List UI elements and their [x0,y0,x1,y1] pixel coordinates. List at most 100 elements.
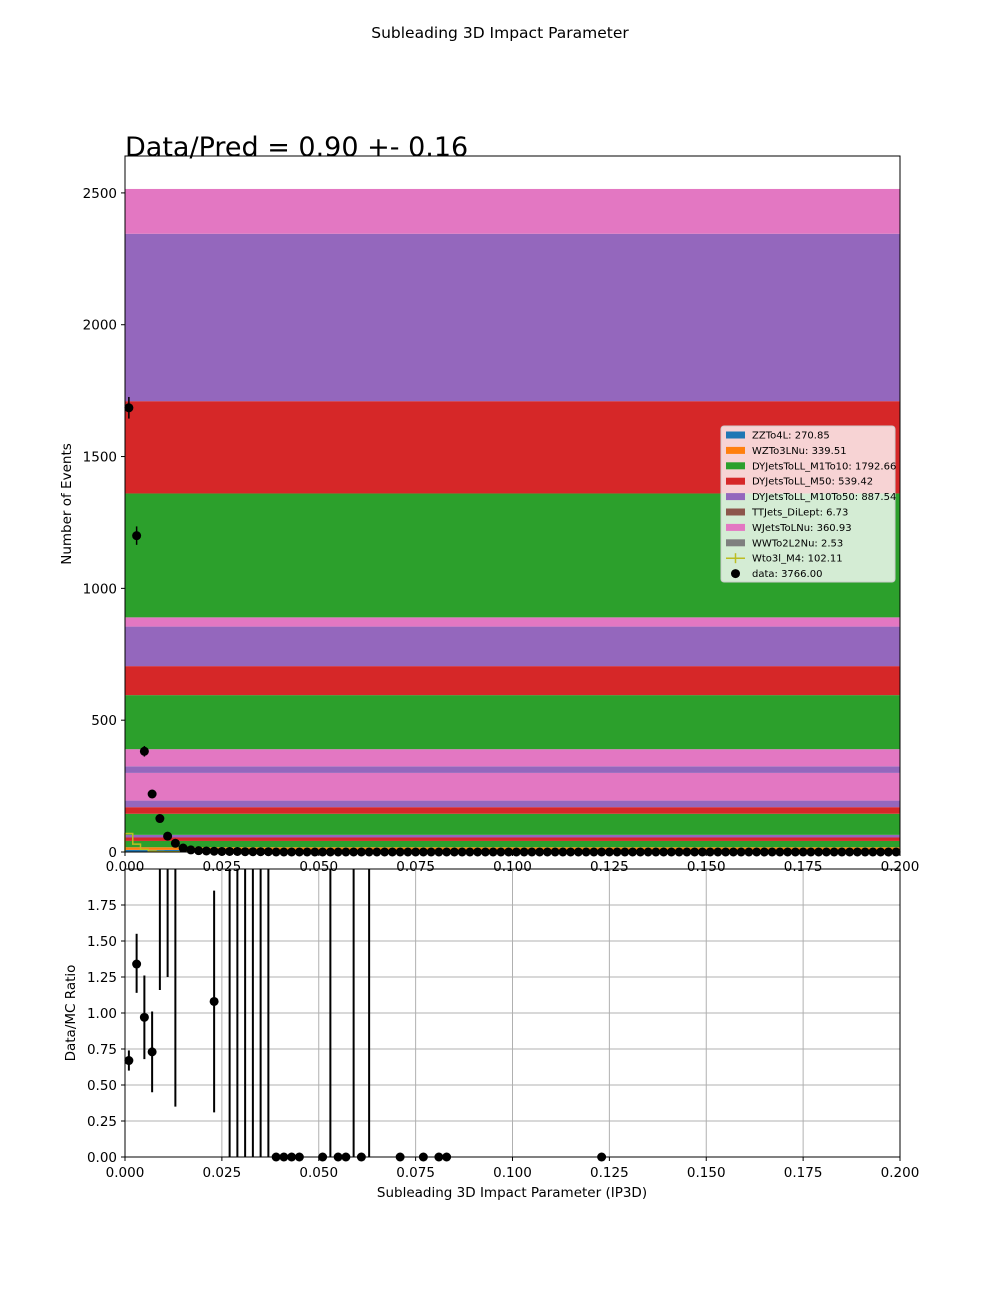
x-tick-label: 0.025 [203,859,242,875]
x-tick-label: 0.100 [493,859,532,875]
stack-band [125,188,900,234]
legend-label: DYJetsToLL_M10To50: 887.54 [752,492,896,503]
stack-band [125,837,900,841]
stack-bands [125,188,900,852]
data-point [194,846,204,856]
stack-band [125,766,900,773]
stack-band [125,626,900,667]
main-x-ticks: 0.000 0.025 0.050 0.075 0.100 0.125 0.150 0.175… [106,852,920,875]
legend-swatch [726,508,745,516]
y-tick-label: 0.00 [87,1150,117,1166]
y-tick-label: 1000 [83,581,117,597]
data-point [225,846,235,856]
legend-swatch [726,477,745,485]
stack-band [125,840,900,848]
ratio-point [124,1056,134,1066]
ratio-grid [124,869,901,1158]
data-point [232,846,242,856]
legend-label: ZZTo4L: 270.85 [752,431,830,442]
y-tick-label: 1500 [83,450,117,466]
legend-label: TTJets_DiLept: 6.73 [751,508,848,519]
x-tick-label: 0.150 [687,1165,726,1181]
stack-band [125,695,900,750]
legend-label: DYJetsToLL_M50: 539.42 [752,477,873,488]
data-points [124,396,901,857]
stack-band [125,233,900,402]
y-tick-label: 2000 [83,318,117,334]
legend-swatch [726,462,745,470]
x-tick-label: 0.075 [396,859,435,875]
data-point [155,814,165,824]
data-pred-annotation: Data/Pred = 0.90 +- 0.16 [125,132,468,163]
x-tick-label: 0.125 [590,1165,629,1181]
stack-band [125,813,900,835]
ratio-point [209,996,219,1006]
main-y-axis-label: Number of Events [59,443,75,565]
legend-swatch [726,493,745,501]
stack-band [125,772,900,801]
x-tick-label: 0.200 [881,1165,920,1181]
x-tick-label: 0.000 [106,859,145,875]
data-point [209,846,219,856]
x-tick-label: 0.075 [396,1165,435,1181]
data-point [147,789,157,799]
ratio-x-axis-label: Subleading 3D Impact Parameter (IP3D) [377,1185,647,1201]
data-point [201,846,211,856]
x-tick-label: 0.100 [493,1165,532,1181]
y-tick-label: 1.25 [87,970,117,986]
legend-point-marker [731,569,740,579]
y-tick-label: 500 [91,713,117,729]
stack-band [125,617,900,627]
stack-band [125,834,900,838]
x-tick-label: 0.175 [784,859,823,875]
legend-swatch [726,431,745,439]
ratio-y-axis-label: Data/MC Ratio [63,965,79,1062]
ratio-x-ticks: 0.000 0.025 0.050 0.075 0.100 0.125 0.150 0.175… [106,1157,920,1181]
data-point [124,403,134,413]
legend-box [720,425,896,583]
stack-band [125,847,900,850]
x-tick-label: 0.150 [687,859,726,875]
ratio-point [139,1012,149,1022]
y-tick-label: 0.25 [87,1114,117,1130]
ratio-point [132,959,142,969]
legend-label: Wto3l_M4: 102.11 [752,554,843,565]
x-tick-label: 0.125 [590,859,629,875]
y-tick-label: 1.75 [87,898,117,914]
ratio-point [147,1047,157,1057]
x-tick-label: 0.025 [203,1165,242,1181]
data-point [186,845,196,855]
data-point [132,531,142,541]
stack-band [125,807,900,814]
x-tick-label: 0.200 [881,859,920,875]
legend-label: WWTo2L2Nu: 2.53 [752,538,843,549]
legend-label: WZTo3LNu: 339.51 [752,446,847,457]
legend-label: data: 3766.00 [752,569,822,580]
stack-band [125,666,900,696]
data-point [170,838,180,848]
y-tick-label: 0.75 [87,1042,117,1058]
legend-label: WJetsToLNu: 360.93 [752,523,852,534]
ratio-y-ticks: 0.00 0.25 0.50 0.75 1.00 1.25 1.50 1.75 [87,898,125,1166]
legend-swatch [726,523,745,531]
stack-band [125,800,900,808]
legend-label: DYJetsToLL_M1To10: 1792.66 [752,461,896,472]
x-tick-label: 0.175 [784,1165,823,1181]
legend-swatch [726,446,745,454]
y-tick-label: 0 [108,845,117,861]
figure-suptitle: Subleading 3D Impact Parameter [371,24,629,42]
data-point [178,843,188,853]
x-tick-label: 0.050 [299,1165,338,1181]
legend-swatch [726,539,745,547]
y-tick-label: 2500 [83,186,117,202]
x-tick-label: 0.050 [299,859,338,875]
data-point [217,846,227,856]
ratio-points [124,869,607,1162]
legend: ZZTo4L: 270.85 WZTo3LNu: 339.51 DYJetsToLL… [720,425,896,583]
main-y-ticks: 0 500 1000 1500 2000 2500 [83,186,125,861]
y-tick-label: 1.50 [87,934,117,950]
main-panel: 0 500 1000 1500 2000 2500 0.000 0.025 0.050 0.07… [59,155,920,875]
data-point [163,831,173,841]
data-point [139,746,149,756]
